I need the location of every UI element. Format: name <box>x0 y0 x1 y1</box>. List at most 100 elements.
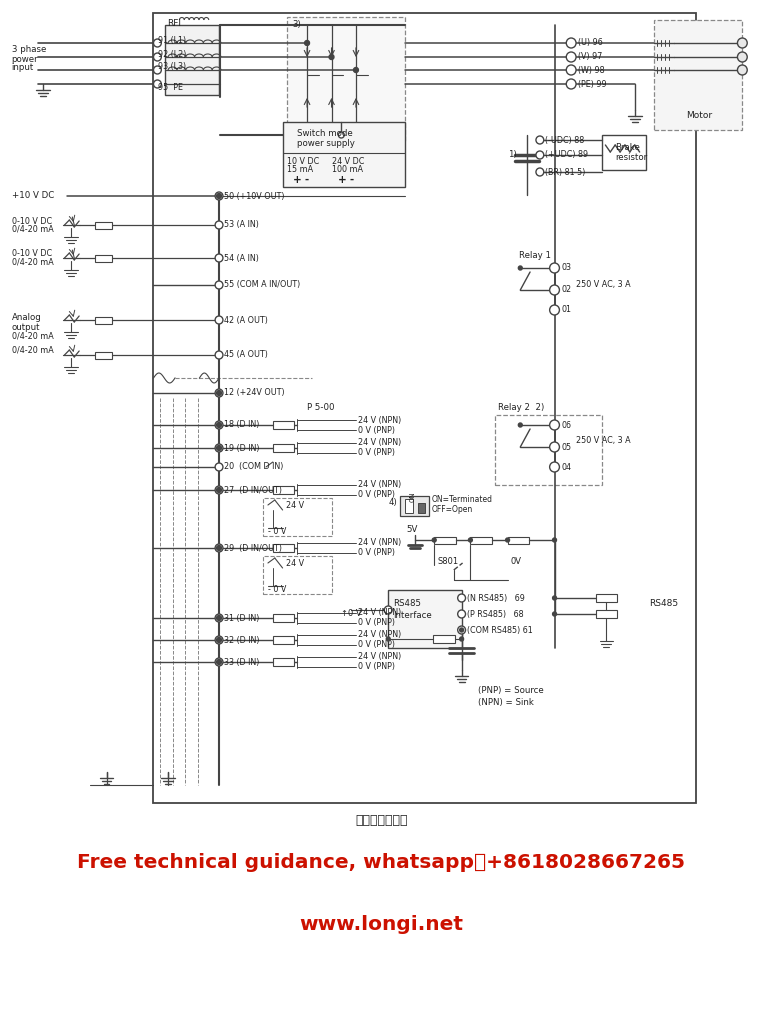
Bar <box>263 498 331 536</box>
Text: 06: 06 <box>562 421 571 429</box>
Text: OFF=Open: OFF=Open <box>431 506 472 514</box>
Circle shape <box>738 38 747 48</box>
Circle shape <box>549 263 559 273</box>
Text: 24 V (NPN): 24 V (NPN) <box>358 438 401 447</box>
Text: Motor: Motor <box>687 111 713 120</box>
Circle shape <box>386 637 390 641</box>
Text: 基本接线示意图: 基本接线示意图 <box>355 813 407 826</box>
Circle shape <box>518 423 522 427</box>
Bar <box>273 444 295 452</box>
Text: Brake: Brake <box>615 143 640 153</box>
Bar <box>273 486 295 494</box>
Text: www.longi.net: www.longi.net <box>299 915 463 935</box>
Bar <box>417 503 426 513</box>
Circle shape <box>217 445 221 451</box>
Text: (P RS485)   68: (P RS485) 68 <box>468 609 524 618</box>
Text: 0V: 0V <box>510 557 522 566</box>
Text: +10 V DC: +10 V DC <box>11 191 54 201</box>
Text: 24 V (NPN): 24 V (NPN) <box>358 608 401 617</box>
Circle shape <box>215 486 223 494</box>
Circle shape <box>459 628 464 632</box>
Bar <box>166 25 219 95</box>
Circle shape <box>549 420 559 430</box>
Circle shape <box>506 538 510 542</box>
Text: 0/4-20 mA: 0/4-20 mA <box>11 257 53 266</box>
Text: 0-10 V DC: 0-10 V DC <box>11 216 52 225</box>
Text: power supply: power supply <box>298 138 355 147</box>
Text: 27  (D IN/OUT): 27 (D IN/OUT) <box>224 485 282 495</box>
Text: 53 (A IN): 53 (A IN) <box>224 220 259 229</box>
Circle shape <box>549 305 559 315</box>
Text: 29  (D IN/OUT): 29 (D IN/OUT) <box>224 544 282 553</box>
Circle shape <box>566 79 576 89</box>
Text: (BR) 81 5): (BR) 81 5) <box>545 168 585 176</box>
Text: 02: 02 <box>562 286 571 295</box>
Circle shape <box>459 637 464 641</box>
Text: (-UDC) 88: (-UDC) 88 <box>545 135 584 144</box>
Bar <box>433 635 455 643</box>
Bar <box>95 317 112 324</box>
Text: 3): 3) <box>292 19 301 29</box>
Text: 42 (A OUT): 42 (A OUT) <box>224 315 268 325</box>
Text: - 0 V: - 0 V <box>268 526 286 536</box>
Text: RS485: RS485 <box>649 599 678 608</box>
Circle shape <box>468 538 472 542</box>
Circle shape <box>215 614 223 622</box>
Bar <box>273 614 295 622</box>
Circle shape <box>215 254 223 262</box>
Text: RFI: RFI <box>167 18 181 28</box>
Circle shape <box>549 285 559 295</box>
Text: 12 (+24V OUT): 12 (+24V OUT) <box>224 388 285 397</box>
Circle shape <box>518 266 522 270</box>
Text: 03: 03 <box>562 263 571 272</box>
Text: 0 V (PNP): 0 V (PNP) <box>358 640 395 649</box>
Text: Free technical guidance, whatsapp：+8618028667265: Free technical guidance, whatsapp：+86180… <box>77 853 685 871</box>
Text: 0 V (PNP): 0 V (PNP) <box>358 549 395 557</box>
Bar <box>388 590 462 648</box>
Text: 250 V AC, 3 A: 250 V AC, 3 A <box>576 436 631 445</box>
Text: Switch mode: Switch mode <box>298 128 353 137</box>
Circle shape <box>153 39 161 47</box>
Circle shape <box>536 151 544 159</box>
Text: - 0 V: - 0 V <box>268 585 286 594</box>
Text: input: input <box>11 63 34 73</box>
Circle shape <box>217 615 221 621</box>
Circle shape <box>215 281 223 289</box>
Text: 0/4-20 mA: 0/4-20 mA <box>11 345 53 354</box>
Text: 93 (L3): 93 (L3) <box>159 62 186 72</box>
Text: Relay 1: Relay 1 <box>520 251 552 259</box>
Text: Relay 2  2): Relay 2 2) <box>497 403 544 413</box>
Circle shape <box>217 423 221 427</box>
Text: -: - <box>304 175 308 185</box>
Text: 33 (D IN): 33 (D IN) <box>224 657 259 667</box>
Text: +: + <box>337 175 346 185</box>
Circle shape <box>215 421 223 429</box>
Circle shape <box>153 66 161 74</box>
Circle shape <box>215 658 223 666</box>
Text: (COM RS485) 61: (COM RS485) 61 <box>468 626 533 635</box>
Text: 05: 05 <box>562 442 571 452</box>
Circle shape <box>217 638 221 642</box>
Text: 0/4-20 mA: 0/4-20 mA <box>11 224 53 233</box>
Circle shape <box>153 53 161 61</box>
Circle shape <box>329 54 334 59</box>
Text: 0/4-20 mA: 0/4-20 mA <box>11 332 53 341</box>
Text: power: power <box>11 54 38 63</box>
Circle shape <box>536 136 544 144</box>
Text: 100 mA: 100 mA <box>331 166 362 174</box>
Text: (+UDC) 89: (+UDC) 89 <box>545 151 588 160</box>
Bar <box>603 135 646 170</box>
Bar <box>282 122 405 187</box>
Circle shape <box>433 538 436 542</box>
Text: (PNP) = Source: (PNP) = Source <box>478 685 544 694</box>
Text: 24 V (NPN): 24 V (NPN) <box>358 652 401 662</box>
Circle shape <box>458 594 465 602</box>
Circle shape <box>215 636 223 644</box>
Text: 50 (+10V OUT): 50 (+10V OUT) <box>224 191 285 201</box>
Text: (PE) 99: (PE) 99 <box>578 80 607 88</box>
Text: 0 V (PNP): 0 V (PNP) <box>358 449 395 458</box>
Text: 250 V AC, 3 A: 250 V AC, 3 A <box>576 280 631 289</box>
Text: 31 (D IN): 31 (D IN) <box>224 613 259 623</box>
Circle shape <box>549 462 559 472</box>
Text: 24 V (NPN): 24 V (NPN) <box>358 416 401 425</box>
